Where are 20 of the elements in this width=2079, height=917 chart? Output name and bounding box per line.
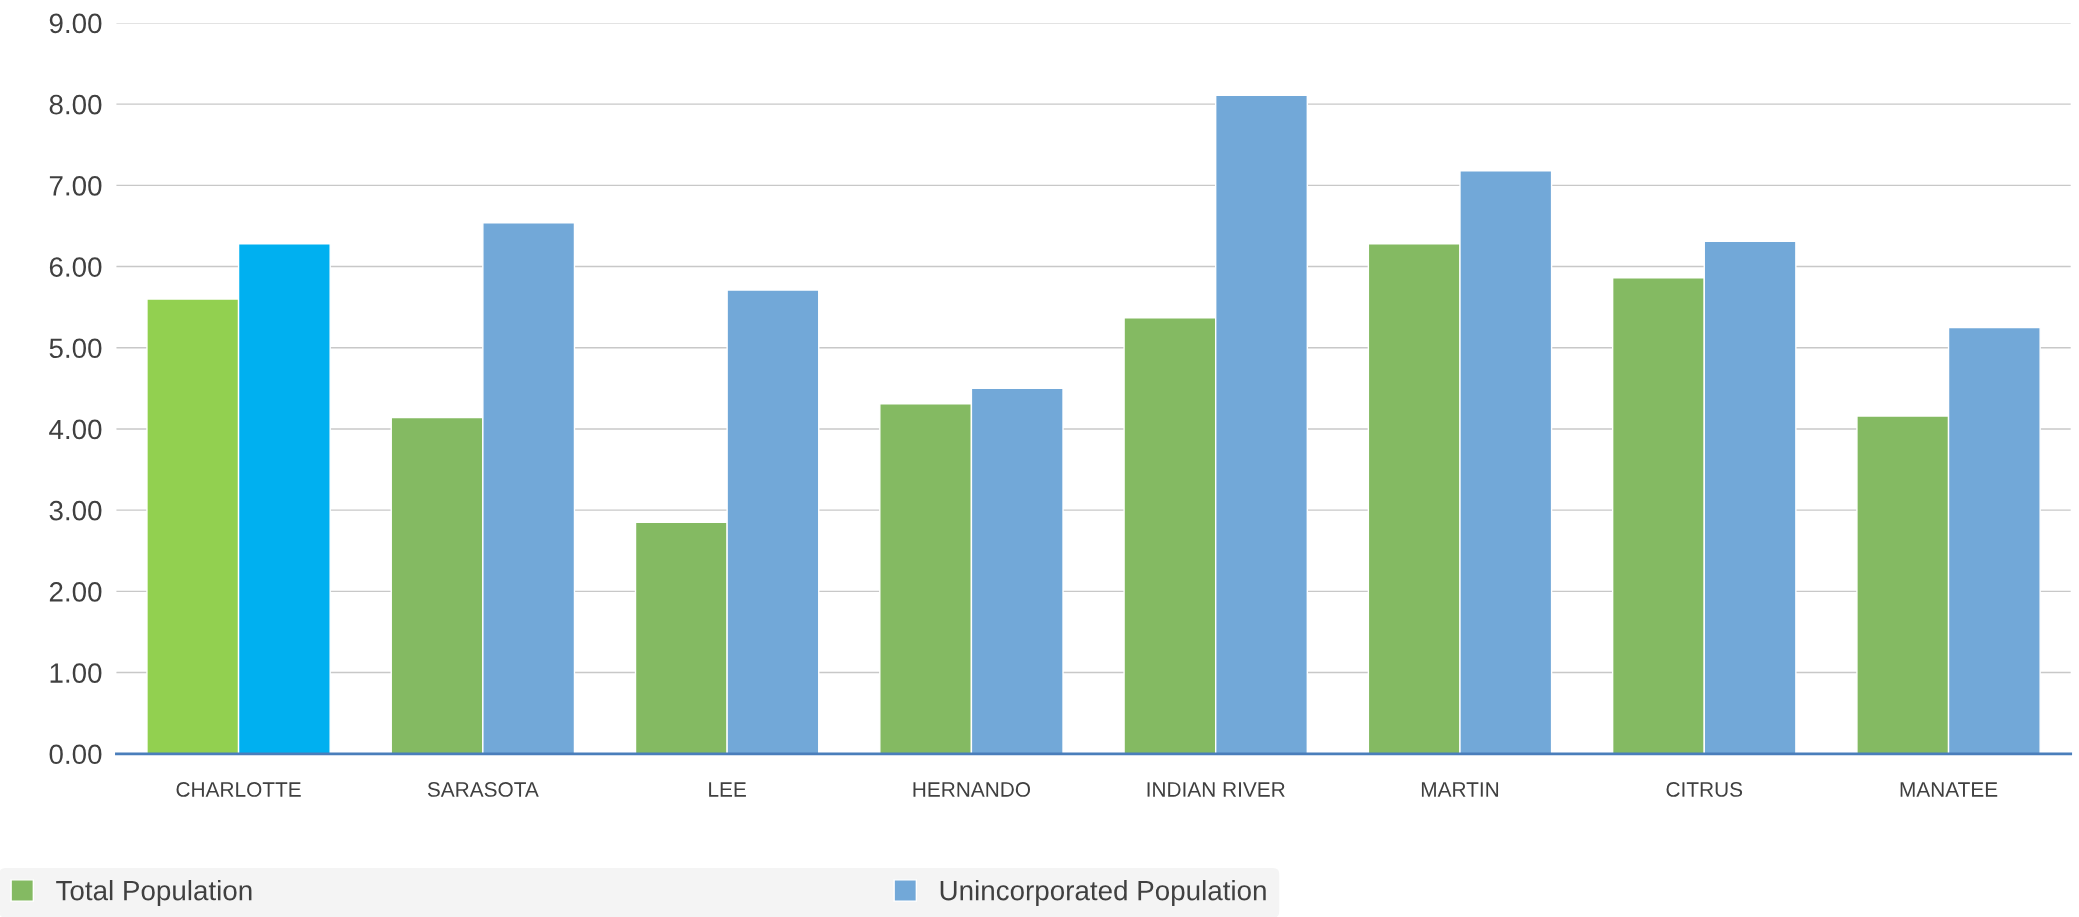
x-tick-label: CITRUS — [1666, 782, 1743, 797]
y-tick-label: 5.00 — [49, 338, 102, 359]
x-tick-label: CHARLOTTE — [176, 782, 301, 797]
y-tick-label: 9.00 — [49, 13, 102, 34]
x-tick-label: HERNANDO — [913, 782, 1031, 797]
y-tick-label: 7.00 — [49, 176, 102, 196]
x-tick-label: SARASOTA — [427, 782, 539, 797]
y-tick-label: 2.00 — [49, 582, 102, 602]
y-tick-label: 3.00 — [49, 500, 102, 521]
x-tick-label: INDIAN RIVER — [1147, 782, 1285, 797]
y-tick-label: 8.00 — [49, 94, 102, 115]
x-tick-label: MANATEE — [1900, 782, 1998, 797]
y-tick-label: 4.00 — [49, 419, 102, 440]
y-tick-label: 1.00 — [50, 663, 102, 683]
legend-label: Unincorporated Population — [940, 879, 1266, 906]
legend-label: Total Population — [56, 879, 252, 906]
x-tick-label: LEE — [709, 782, 746, 797]
y-tick-label: 0.00 — [49, 744, 102, 765]
y-tick-label: 6.00 — [49, 257, 102, 277]
x-tick-label: MARTIN — [1421, 782, 1499, 797]
